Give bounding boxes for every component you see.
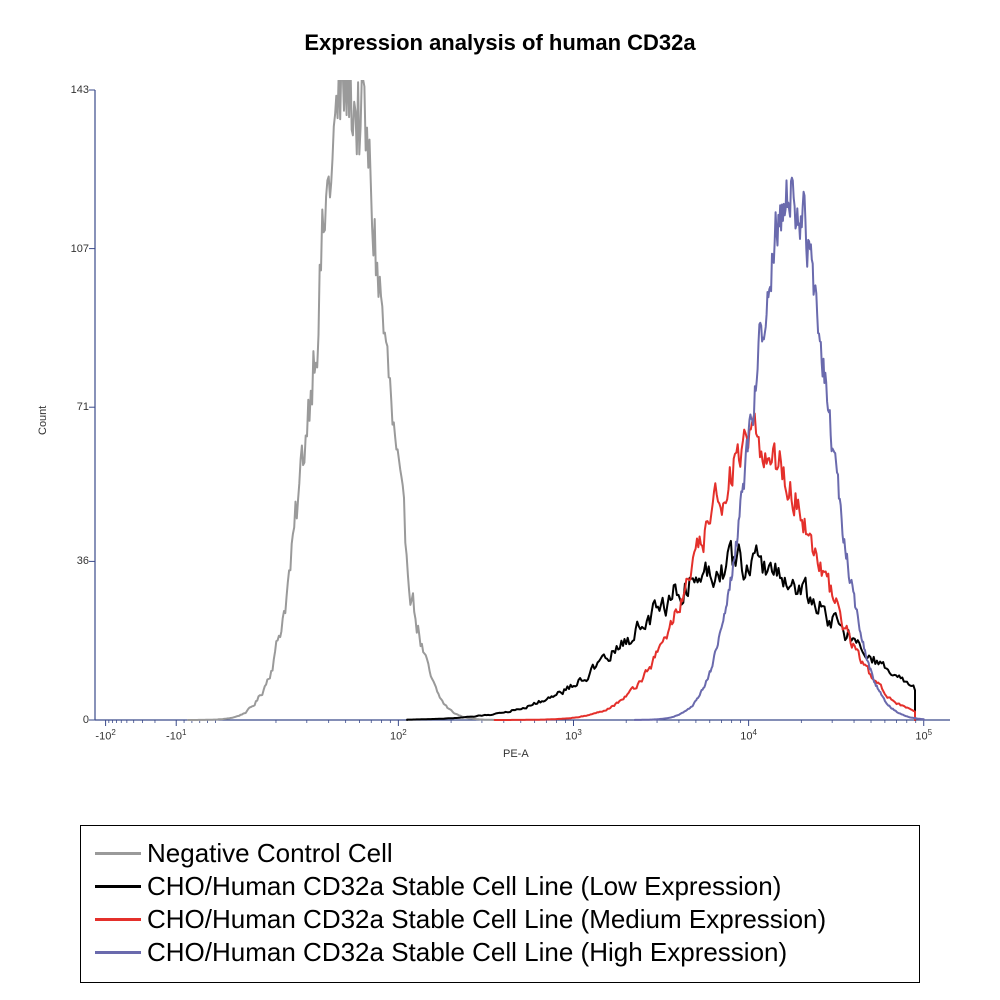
x-tick-label: 102 — [390, 728, 407, 743]
legend-item: Negative Control Cell — [95, 838, 905, 869]
chart-title: Expression analysis of human CD32a — [0, 30, 1000, 56]
legend-item: CHO/Human CD32a Stable Cell Line (Low Ex… — [95, 871, 905, 902]
legend-swatch — [95, 918, 141, 921]
x-tick-label: 103 — [565, 728, 582, 743]
legend-label: CHO/Human CD32a Stable Cell Line (Medium… — [147, 904, 826, 935]
histogram-plot — [55, 80, 960, 760]
x-tick-label: -101 — [166, 728, 186, 743]
legend-label: CHO/Human CD32a Stable Cell Line (High E… — [147, 937, 787, 968]
y-tick-label: 0 — [59, 714, 89, 726]
x-tick-label: 104 — [740, 728, 757, 743]
chart-area: Count PE-A 03671107143 -102-101102103104… — [55, 80, 960, 760]
page: Expression analysis of human CD32a Count… — [0, 0, 1000, 1000]
legend: Negative Control CellCHO/Human CD32a Sta… — [80, 825, 920, 983]
x-tick-label: -102 — [95, 728, 115, 743]
legend-label: CHO/Human CD32a Stable Cell Line (Low Ex… — [147, 871, 781, 902]
x-axis-label: PE-A — [503, 748, 529, 760]
y-tick-label: 143 — [59, 84, 89, 96]
y-tick-label: 107 — [59, 243, 89, 255]
y-axis-label: Count — [37, 406, 49, 435]
y-tick-label: 71 — [59, 401, 89, 413]
legend-item: CHO/Human CD32a Stable Cell Line (Medium… — [95, 904, 905, 935]
x-tick-label: 105 — [915, 728, 932, 743]
legend-swatch — [95, 885, 141, 888]
legend-swatch — [95, 852, 141, 855]
y-tick-label: 36 — [59, 555, 89, 567]
legend-swatch — [95, 951, 141, 954]
legend-label: Negative Control Cell — [147, 838, 393, 869]
legend-item: CHO/Human CD32a Stable Cell Line (High E… — [95, 937, 905, 968]
